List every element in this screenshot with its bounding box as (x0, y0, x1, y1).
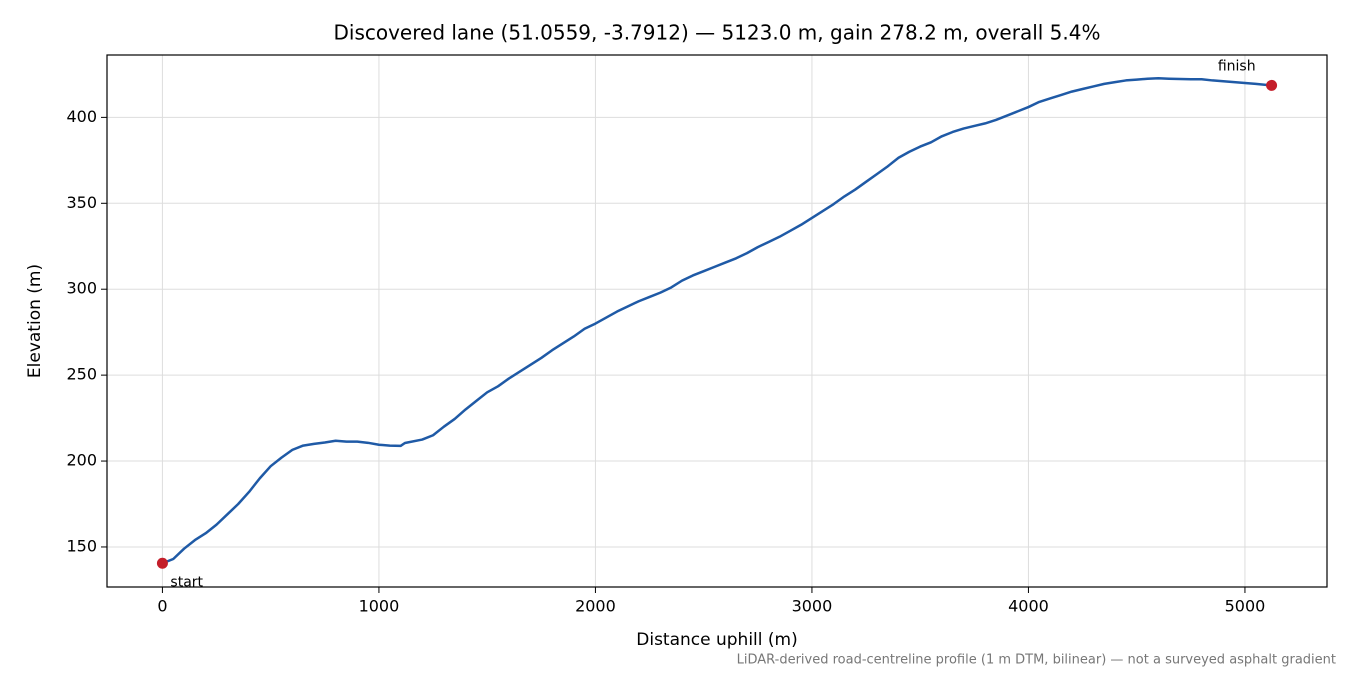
y-tick-label: 150 (66, 536, 97, 555)
x-axis-label: Distance uphill (m) (636, 630, 797, 650)
y-tick-label: 200 (66, 451, 97, 470)
y-tick-label: 250 (66, 365, 97, 384)
x-tick-label: 5000 (1225, 597, 1266, 616)
x-tick-label: 2000 (575, 597, 616, 616)
y-tick-label: 350 (66, 193, 97, 212)
x-tick-label: 4000 (1008, 597, 1049, 616)
x-tick-label: 0 (157, 597, 167, 616)
x-tick-label: 1000 (359, 597, 400, 616)
endpoint-marker (1266, 79, 1278, 91)
y-tick-label: 300 (66, 279, 97, 298)
chart-title: Discovered lane (51.0559, -3.7912) — 512… (333, 21, 1100, 45)
y-tick-label: 400 (66, 107, 97, 126)
endpoint-marker (156, 557, 168, 569)
plot-frame (106, 54, 1328, 588)
elevation-line (161, 76, 1272, 565)
y-axis-label: Elevation (m) (25, 264, 45, 378)
endpoint-label: start (170, 574, 203, 590)
endpoint-label: finish (1218, 58, 1256, 74)
footnote: LiDAR-derived road-centreline profile (1… (737, 653, 1336, 668)
x-tick-label: 3000 (792, 597, 833, 616)
